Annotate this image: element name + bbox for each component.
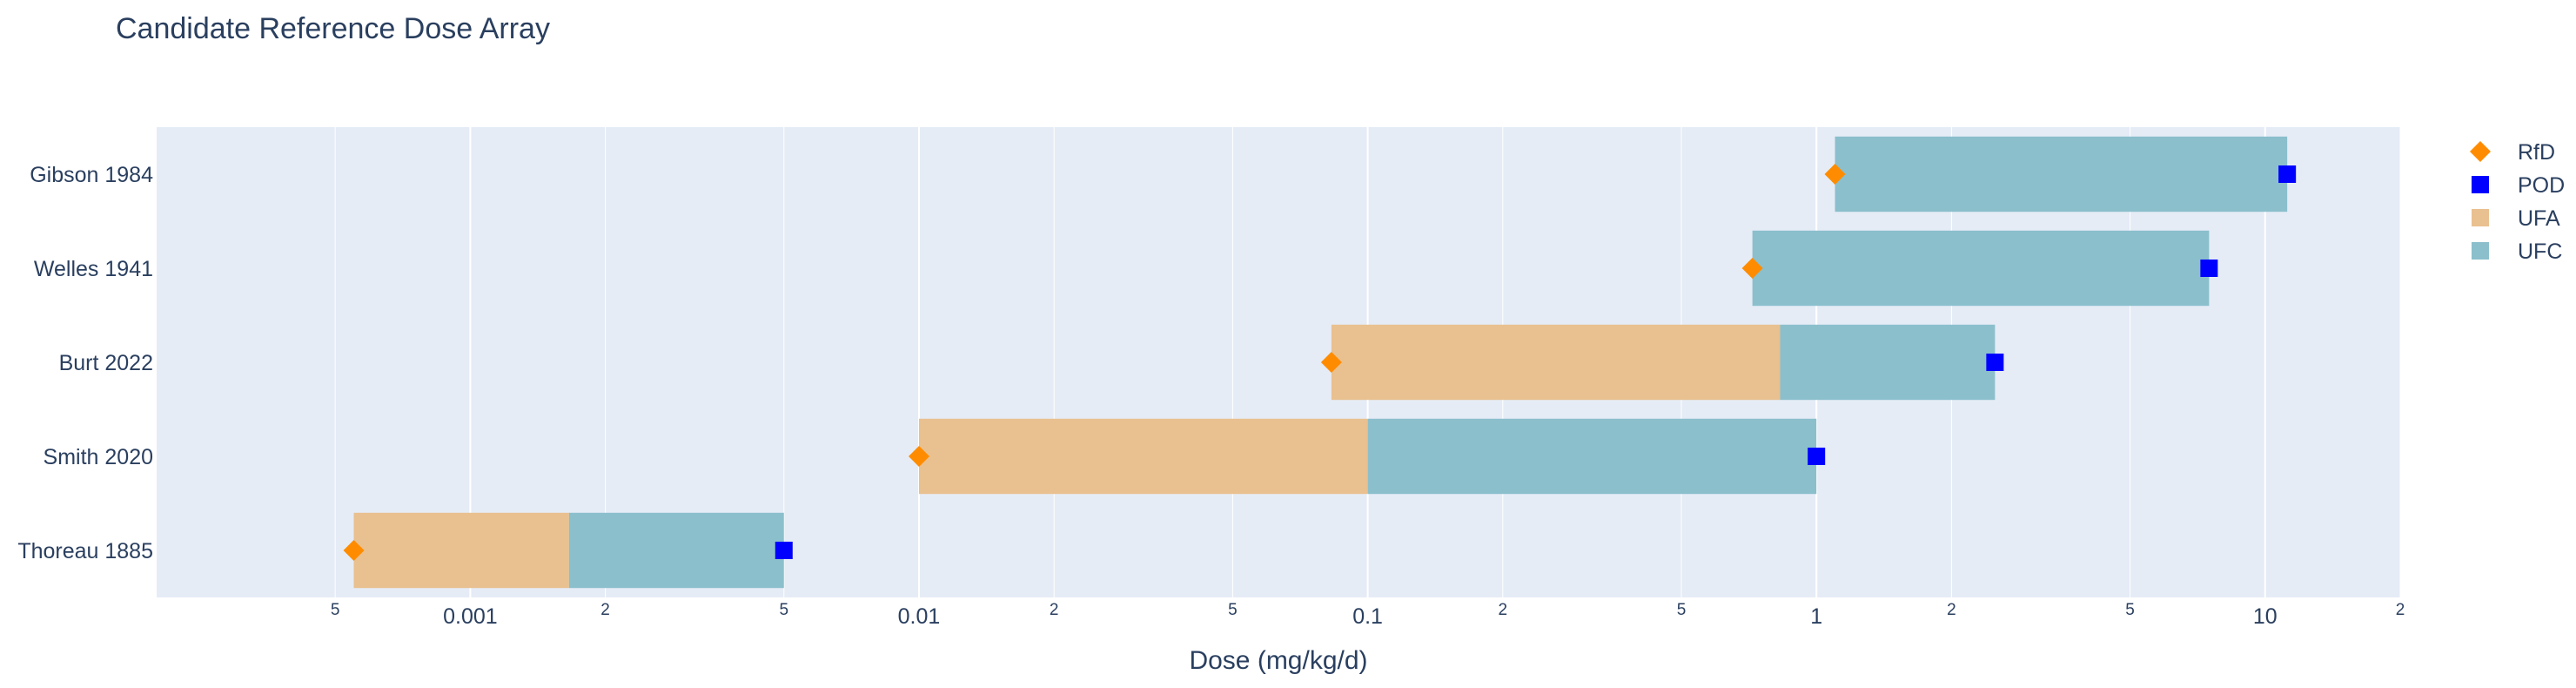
x-tick-label: 0.001 — [443, 604, 498, 629]
pod-marker — [775, 542, 793, 559]
x-tick-label: 1 — [1810, 604, 1822, 629]
legend-item-rfd[interactable]: RfD — [2470, 140, 2555, 165]
y-axis-categories: Thoreau 1885 Smith 2020 Burt 2022 Welles 19… — [17, 163, 153, 563]
x-tick-label: 10 — [2253, 604, 2277, 629]
rfd-legend-symbol — [2470, 141, 2491, 162]
bar-ufa — [1331, 324, 1781, 401]
y-category-label: Burt 2022 — [59, 351, 153, 375]
bar-ufc — [1835, 136, 2288, 212]
legend-label: RfD — [2518, 140, 2555, 165]
legend-label: POD — [2518, 173, 2565, 198]
y-category-label: Gibson 1984 — [30, 163, 153, 187]
pod-marker — [2200, 260, 2218, 277]
pod-legend-symbol — [2472, 176, 2489, 193]
legend-label: UFA — [2518, 206, 2560, 231]
rfd-marker — [343, 540, 365, 561]
legend-item-pod[interactable]: POD — [2472, 173, 2565, 198]
legend[interactable]: RfD POD UFA UFC — [2470, 140, 2565, 264]
x-axis-title: Dose (mg/kg/d) — [1189, 646, 1367, 675]
y-category-label: Thoreau 1885 — [17, 539, 153, 563]
bar-ufa — [918, 418, 1368, 495]
bar-ufc — [1752, 230, 2210, 307]
x-tick-label: 2 — [1947, 601, 1956, 619]
chart-title: Candidate Reference Dose Array — [116, 12, 550, 45]
pod-marker — [1986, 354, 2004, 371]
x-tick-label: 5 — [779, 601, 788, 619]
legend-swatch — [2472, 209, 2489, 226]
x-tick-label: 2 — [2396, 601, 2405, 619]
legend-swatch — [2472, 242, 2489, 260]
bar-ufa — [353, 512, 569, 589]
x-tick-label: 5 — [1677, 601, 1687, 619]
rfd-marker — [1741, 258, 1763, 279]
x-tick-label: 0.1 — [1352, 604, 1383, 629]
bar-ufc — [568, 512, 784, 589]
x-tick-label: 2 — [1050, 601, 1059, 619]
rfd-marker — [1824, 164, 1846, 185]
x-tick-label: 2 — [1499, 601, 1508, 619]
rfd-marker — [908, 446, 929, 467]
pod-marker — [1808, 448, 1826, 465]
bar-ufc — [1780, 324, 1996, 401]
y-category-label: Smith 2020 — [44, 445, 153, 469]
bar-layer — [353, 136, 2288, 589]
x-tick-label: 5 — [2125, 601, 2135, 619]
x-tick-label: 5 — [1228, 601, 1238, 619]
rfd-marker — [1320, 352, 1342, 373]
x-tick-label: 0.01 — [898, 604, 941, 629]
x-tick-label: 2 — [600, 601, 610, 619]
x-axis-ticks: 5 0.001 2 5 0.01 2 5 0.1 2 5 1 2 5 10 2 — [331, 601, 2405, 629]
legend-item-ufa[interactable]: UFA — [2472, 206, 2560, 231]
legend-label: UFC — [2518, 239, 2562, 264]
pod-marker — [2278, 165, 2297, 183]
legend-item-ufc[interactable]: UFC — [2472, 239, 2562, 264]
y-category-label: Welles 1941 — [34, 257, 153, 281]
x-tick-label: 5 — [331, 601, 340, 619]
marker-layer — [343, 164, 2297, 561]
bar-ufc — [1367, 418, 1817, 495]
